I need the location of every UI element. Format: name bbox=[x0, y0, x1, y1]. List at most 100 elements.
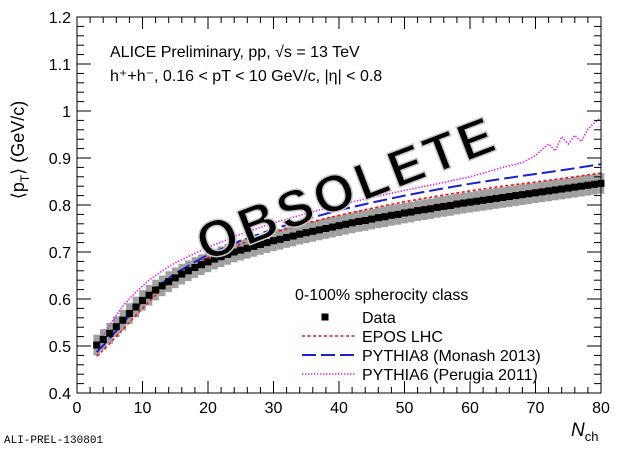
data-point bbox=[230, 248, 238, 256]
legend-label: PYTHIA8 (Monash 2013) bbox=[362, 348, 541, 365]
legend-swatch bbox=[321, 313, 329, 321]
axes-layer bbox=[76, 16, 602, 394]
data-point bbox=[564, 184, 572, 192]
legend-entries: Data EPOS LHC PYTHIA8 (Monash 2013) PYTHIA6… bbox=[302, 310, 541, 384]
data-point bbox=[158, 282, 166, 290]
data-point bbox=[433, 203, 441, 211]
data-point bbox=[505, 193, 513, 201]
data-point bbox=[551, 186, 559, 194]
data-point bbox=[342, 220, 350, 228]
y-axis-label: ⟨pT⟩ (GeV/c) bbox=[8, 101, 32, 199]
y-tick-label: 0.5 bbox=[49, 339, 71, 356]
data-point bbox=[184, 267, 192, 275]
data-point bbox=[119, 316, 127, 324]
x-axis-label: Nch bbox=[571, 420, 598, 444]
data-point bbox=[446, 201, 454, 209]
data-point bbox=[171, 274, 179, 282]
x-tick-label: 0 bbox=[73, 400, 82, 417]
data-point bbox=[355, 217, 363, 225]
data-point bbox=[106, 329, 114, 337]
data-point bbox=[459, 199, 467, 207]
x-tick-label: 60 bbox=[461, 400, 479, 417]
watermark: OBSOLETE bbox=[189, 105, 507, 273]
data-point bbox=[394, 210, 402, 218]
data-point bbox=[538, 188, 546, 196]
data-point bbox=[112, 323, 120, 331]
data-point bbox=[322, 225, 330, 232]
data-point bbox=[132, 303, 140, 311]
data-point bbox=[145, 291, 153, 299]
y-tick-label: 0.9 bbox=[49, 151, 71, 168]
data-point bbox=[499, 193, 507, 201]
y-axis-label-sub: T bbox=[18, 174, 32, 182]
data-point bbox=[335, 222, 343, 230]
data-point bbox=[440, 202, 448, 210]
y-tick-label: 0.8 bbox=[49, 198, 71, 215]
legend: 0-100% spherocity class Data EPOS LHC PYTH… bbox=[295, 287, 541, 384]
y-tick-label: 1.1 bbox=[49, 57, 71, 74]
data-point bbox=[368, 215, 376, 223]
tick-label-layer: 0 10 20 30 40 50 60 70 80 0.4 0.5 0.6 0.7 0.8 0.9 1 1.1 1… bbox=[49, 10, 610, 417]
x-tick-label: 10 bbox=[134, 400, 152, 417]
legend-label: PYTHIA6 (Perugia 2011) bbox=[362, 367, 538, 384]
data-point bbox=[276, 235, 284, 243]
data-point bbox=[381, 213, 389, 221]
data-point bbox=[532, 189, 539, 197]
y-axis-label-pre: ⟨p bbox=[8, 182, 28, 199]
data-point bbox=[584, 181, 592, 189]
y-axis-label-post: ⟩ (GeV/c) bbox=[8, 101, 28, 175]
x-tick-label: 50 bbox=[396, 400, 414, 417]
x-axis-label-main: N bbox=[571, 420, 585, 441]
y-tick-label: 0.4 bbox=[49, 386, 71, 403]
legend-label: Data bbox=[362, 310, 396, 327]
data-point bbox=[283, 233, 291, 241]
data-point bbox=[479, 196, 487, 204]
data-point bbox=[309, 227, 317, 235]
data-point bbox=[125, 310, 133, 318]
data-point bbox=[165, 278, 173, 286]
x-tick-label: 70 bbox=[527, 400, 545, 417]
data-point bbox=[296, 230, 304, 238]
annotation-line-2: h⁺+h⁻, 0.16 < pT < 10 GeV/c, |η| < 0.8 bbox=[110, 68, 382, 85]
data-point bbox=[387, 211, 395, 219]
data-point bbox=[590, 180, 598, 188]
data-point bbox=[243, 244, 251, 252]
data-point bbox=[427, 205, 435, 213]
data-point bbox=[302, 229, 310, 237]
data-point bbox=[237, 246, 245, 254]
data-point bbox=[492, 194, 500, 202]
x-tick-label: 30 bbox=[265, 400, 283, 417]
data-point bbox=[545, 187, 553, 195]
data-point bbox=[407, 208, 415, 216]
y-tick-label: 0.7 bbox=[49, 245, 71, 262]
data-point bbox=[204, 258, 212, 266]
data-point bbox=[152, 286, 160, 294]
data-point bbox=[178, 270, 186, 278]
data-point bbox=[361, 217, 369, 225]
y-tick-label: 0.6 bbox=[49, 292, 71, 309]
data-point bbox=[414, 207, 422, 215]
data-point bbox=[224, 250, 232, 258]
data-point bbox=[191, 264, 199, 272]
x-tick-label: 20 bbox=[199, 400, 217, 417]
data-point bbox=[558, 185, 566, 193]
data-point bbox=[217, 253, 225, 261]
data-point bbox=[256, 240, 264, 248]
data-point bbox=[211, 255, 219, 263]
data-point bbox=[525, 190, 533, 198]
footer-label: ALI-PREL-130801 bbox=[4, 435, 103, 447]
x-tick-label: 80 bbox=[592, 400, 610, 417]
data-marker-layer bbox=[93, 179, 605, 349]
y-tick-label: 1 bbox=[62, 104, 71, 121]
legend-header: 0-100% spherocity class bbox=[295, 287, 468, 304]
data-point bbox=[420, 206, 428, 214]
data-point bbox=[99, 335, 107, 343]
data-point bbox=[270, 237, 277, 245]
data-point bbox=[453, 200, 461, 208]
data-point bbox=[401, 209, 408, 217]
data-point bbox=[518, 191, 526, 199]
data-point bbox=[512, 192, 520, 200]
data-point bbox=[577, 182, 585, 190]
x-tick-label: 40 bbox=[330, 400, 348, 417]
